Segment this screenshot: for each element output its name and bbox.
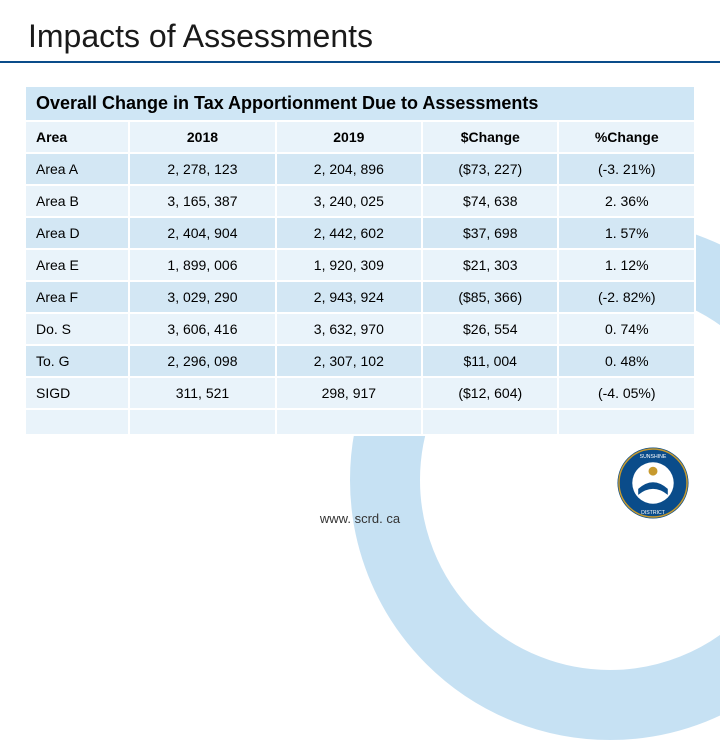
col-area: Area: [25, 121, 129, 153]
table-row: Area A2, 278, 1232, 204, 896($73, 227)(-…: [25, 153, 695, 185]
table-cell: 0. 48%: [558, 345, 695, 377]
table-cell: 2, 442, 602: [276, 217, 422, 249]
table-cell: ($85, 366): [422, 281, 558, 313]
page-title: Impacts of Assessments: [0, 0, 720, 61]
table-cell-empty: [276, 409, 422, 435]
table-header-row: Area 2018 2019 $Change %Change: [25, 121, 695, 153]
table-cell: 1, 920, 309: [276, 249, 422, 281]
table-cell: 2, 278, 123: [129, 153, 275, 185]
table-cell: 2, 943, 924: [276, 281, 422, 313]
table-cell: 3, 606, 416: [129, 313, 275, 345]
table-cell: $11, 004: [422, 345, 558, 377]
assessment-table-wrap: Overall Change in Tax Apportionment Due …: [24, 85, 696, 436]
table-cell: 3, 165, 387: [129, 185, 275, 217]
table-cell: ($73, 227): [422, 153, 558, 185]
table-cell: 2, 204, 896: [276, 153, 422, 185]
table-banner-row: Overall Change in Tax Apportionment Due …: [25, 86, 695, 121]
table-cell: $37, 698: [422, 217, 558, 249]
table-cell: (-3. 21%): [558, 153, 695, 185]
table-cell: 0. 74%: [558, 313, 695, 345]
table-row: Area E1, 899, 0061, 920, 309$21, 3031. 1…: [25, 249, 695, 281]
table-cell: 3, 240, 025: [276, 185, 422, 217]
table-row: To. G2, 296, 0982, 307, 102$11, 0040. 48…: [25, 345, 695, 377]
table-cell: 1. 12%: [558, 249, 695, 281]
table-cell: $26, 554: [422, 313, 558, 345]
title-underline: [0, 61, 720, 63]
table-cell: (-2. 82%): [558, 281, 695, 313]
table-cell: To. G: [25, 345, 129, 377]
table-row: Do. S3, 606, 4163, 632, 970$26, 5540. 74…: [25, 313, 695, 345]
assessment-table: Overall Change in Tax Apportionment Due …: [24, 85, 696, 436]
table-row: Area F3, 029, 2902, 943, 924($85, 366)(-…: [25, 281, 695, 313]
table-cell: $74, 638: [422, 185, 558, 217]
table-cell: 1, 899, 006: [129, 249, 275, 281]
table-cell: Area B: [25, 185, 129, 217]
table-cell-empty: [25, 409, 129, 435]
table-row: Area D2, 404, 9042, 442, 602$37, 6981. 5…: [25, 217, 695, 249]
table-cell: 2, 307, 102: [276, 345, 422, 377]
footer-url: www. scrd. ca: [320, 511, 400, 526]
col-2019: 2019: [276, 121, 422, 153]
table-row: Area B3, 165, 3873, 240, 025$74, 6382. 3…: [25, 185, 695, 217]
table-banner: Overall Change in Tax Apportionment Due …: [25, 86, 695, 121]
col-pct: %Change: [558, 121, 695, 153]
table-cell: SIGD: [25, 377, 129, 409]
table-cell: 298, 917: [276, 377, 422, 409]
table-cell: Area E: [25, 249, 129, 281]
table-cell: Area F: [25, 281, 129, 313]
col-change: $Change: [422, 121, 558, 153]
table-cell: 2. 36%: [558, 185, 695, 217]
table-cell: $21, 303: [422, 249, 558, 281]
table-cell: Area D: [25, 217, 129, 249]
table-cell: Do. S: [25, 313, 129, 345]
table-cell-empty: [422, 409, 558, 435]
table-cell: 3, 029, 290: [129, 281, 275, 313]
table-cell: Area A: [25, 153, 129, 185]
table-cell-empty: [558, 409, 695, 435]
svg-text:SUNSHINE: SUNSHINE: [640, 454, 667, 460]
col-2018: 2018: [129, 121, 275, 153]
table-cell-empty: [129, 409, 275, 435]
table-cell: 1. 57%: [558, 217, 695, 249]
table-cell: 311, 521: [129, 377, 275, 409]
table-cell: 2, 404, 904: [129, 217, 275, 249]
table-row: SIGD311, 521298, 917($12, 604)(-4. 05%): [25, 377, 695, 409]
table-cell: (-4. 05%): [558, 377, 695, 409]
svg-text:DISTRICT: DISTRICT: [641, 510, 666, 516]
table-row-empty: [25, 409, 695, 435]
table-cell: 2, 296, 098: [129, 345, 275, 377]
table-cell: 3, 632, 970: [276, 313, 422, 345]
scrd-logo: SUNSHINE DISTRICT: [616, 446, 690, 520]
table-cell: ($12, 604): [422, 377, 558, 409]
